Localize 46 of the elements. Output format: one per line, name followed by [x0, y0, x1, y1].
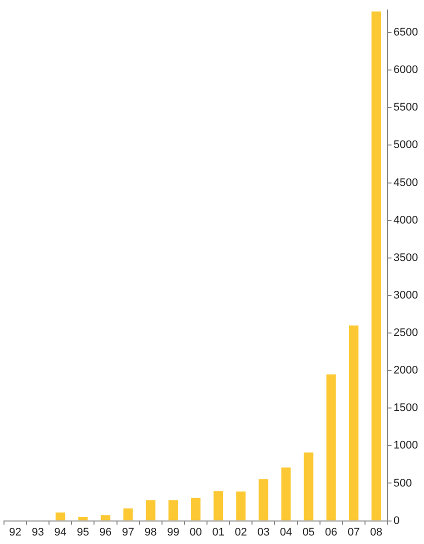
bar — [304, 452, 314, 520]
x-tick-label: 97 — [122, 526, 134, 538]
x-tick-label: 95 — [76, 526, 90, 538]
bar — [348, 325, 358, 520]
x-tick-label: 04 — [280, 526, 292, 538]
bar — [326, 374, 336, 520]
bar — [372, 12, 381, 520]
x-tick-label: 93 — [32, 526, 44, 538]
x-tick-label: 94 — [54, 526, 67, 538]
y-tick-label: 3000 — [394, 289, 418, 302]
y-tick-label: 4000 — [394, 214, 418, 226]
bar — [146, 500, 156, 520]
y-tick-label: 500 — [394, 477, 412, 490]
y-tick-label: 2000 — [394, 364, 418, 377]
y-tick-label: 6000 — [394, 64, 418, 76]
y-tick-label: 2500 — [394, 327, 418, 340]
bar — [191, 498, 201, 520]
y-tick-label: 1000 — [394, 440, 418, 452]
x-tick-label: 02 — [234, 526, 248, 538]
x-tick-label: 92 — [9, 526, 22, 538]
bar — [123, 508, 133, 520]
x-tick-label: 06 — [325, 526, 338, 538]
x-tick-label: 07 — [348, 526, 360, 538]
bar — [56, 512, 66, 520]
bar — [214, 491, 224, 520]
y-tick-label: 6500 — [394, 26, 418, 39]
y-tick-label: 1500 — [394, 402, 418, 414]
bar — [168, 500, 178, 520]
y-tick-label: 5500 — [394, 102, 418, 114]
x-tick-label: 99 — [167, 526, 180, 538]
y-tick-label: 3500 — [394, 252, 418, 264]
x-tick-label: 00 — [190, 526, 202, 538]
x-tick-label: 05 — [302, 526, 315, 538]
x-tick-label: 08 — [370, 526, 382, 538]
bar — [281, 467, 291, 520]
bar — [100, 515, 110, 520]
y-tick-label: 4500 — [394, 176, 418, 189]
x-tick-label: 01 — [212, 526, 224, 538]
x-tick-label: 96 — [99, 526, 112, 538]
y-tick-label: 5000 — [394, 139, 418, 152]
y-tick-label: 0 — [394, 514, 400, 527]
x-tick-label: 03 — [257, 526, 270, 538]
x-tick-label: 98 — [144, 526, 157, 538]
bar — [78, 517, 88, 520]
bar — [236, 492, 246, 520]
bar — [258, 479, 268, 520]
